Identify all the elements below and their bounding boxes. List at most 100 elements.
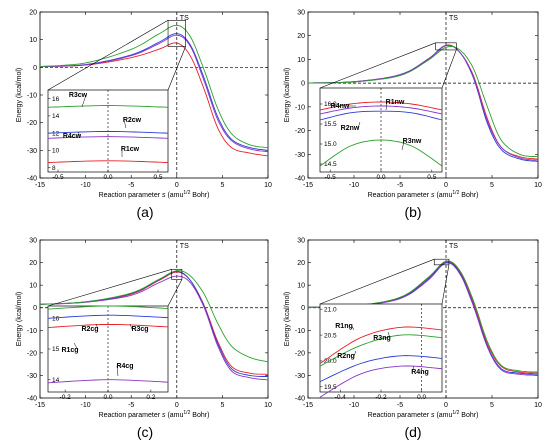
x-tick-label: -5 xyxy=(128,182,134,189)
y-tick-label: 20 xyxy=(297,260,305,267)
inset-frame xyxy=(319,303,443,393)
inset-y-tick-label: 15.0 xyxy=(324,141,337,148)
inset-series-line-R4cg xyxy=(47,379,169,384)
x-tick-label: -5 xyxy=(397,182,403,189)
panel-d: -15 -10 -5 0 5 10 -40 -30 -20 -10 0 10 20 30 TS Reactio… xyxy=(284,238,542,441)
inset-series-line-R2cg xyxy=(47,314,169,319)
series-line-R4cg xyxy=(39,275,269,381)
y-tick-label: 20 xyxy=(29,260,37,267)
inset-series-line-R2ng xyxy=(319,355,443,383)
panel-label: (d) xyxy=(404,424,421,440)
inset-series-line-R1ng xyxy=(319,326,443,364)
x-axis-label: Reaction parameter s (amu1/2 Bohr) xyxy=(368,410,479,419)
y-axis-label: Energy (kcal/mol) xyxy=(284,292,291,346)
x-axis-label: Reaction parameter s (amu1/2 Bohr) xyxy=(368,190,479,199)
series-line-R4cw xyxy=(39,34,269,153)
zoom-box xyxy=(167,19,186,47)
x-tick-label: 5 xyxy=(490,402,494,409)
inset-y-tick-label: 20.5 xyxy=(324,332,337,339)
x-tick-label: 5 xyxy=(220,402,224,409)
inset-y-tick-label: 14.5 xyxy=(324,161,337,168)
inset-y-tick-label: 16 xyxy=(52,96,60,103)
ts-label: TS xyxy=(449,243,458,250)
inset-x-tick-label: -0.5 xyxy=(52,174,64,181)
series-line-R3cg xyxy=(39,270,269,363)
x-tick-label: -10 xyxy=(81,182,91,189)
series-label-arrow xyxy=(385,101,388,111)
inset-y-tick-label: 10 xyxy=(52,148,60,155)
inset-y-tick-label: 15 xyxy=(52,346,60,353)
series-label-R3ng: R3ng xyxy=(373,335,391,342)
inset-y-tick-label: 19.5 xyxy=(324,384,337,391)
y-tick-label: -10 xyxy=(27,328,37,335)
inset-series-line-R3cw xyxy=(47,105,169,108)
x-tick-label: -5 xyxy=(397,402,403,409)
y-tick-label: 30 xyxy=(297,238,305,245)
y-tick-label: -10 xyxy=(27,93,37,100)
inset-series-line-R4ng xyxy=(319,365,443,398)
y-tick-label: 10 xyxy=(297,283,305,290)
x-tick-label: -5 xyxy=(128,402,134,409)
inset-x-tick-label: 0.5 xyxy=(427,174,436,181)
series-line-R1cw xyxy=(39,42,269,157)
y-tick-label: 0 xyxy=(33,305,37,312)
series-line-R4ng xyxy=(307,262,538,376)
series-label-R2cg: R2cg xyxy=(81,326,98,333)
inset-x-tick-label: 0.0 xyxy=(103,394,112,401)
series-label-arrow xyxy=(357,121,361,129)
series-label-R1nw: R1nw xyxy=(386,99,405,106)
x-tick-label: -15 xyxy=(35,182,45,189)
y-tick-label: 30 xyxy=(29,238,37,245)
y-axis-label: Energy (kcal/mol) xyxy=(284,68,291,122)
y-tick-label: 10 xyxy=(297,57,305,64)
inset-frame xyxy=(47,305,169,393)
plot-frame xyxy=(307,11,539,179)
inset-x-tick-label: -0.2 xyxy=(60,394,72,401)
inset-x-tick-label: 0.0 xyxy=(376,174,385,181)
series-label-arrow xyxy=(401,140,405,151)
x-tick-label: 5 xyxy=(220,182,224,189)
y-tick-label: 20 xyxy=(297,33,305,40)
inset-y-tick-label: 20.0 xyxy=(324,358,337,365)
x-axis-label: Reaction parameter s (amu1/2 Bohr) xyxy=(99,410,210,419)
x-tick-label: 5 xyxy=(490,182,494,189)
ts-label: TS xyxy=(180,243,189,250)
zoom-connector xyxy=(47,269,172,307)
zoom-connector xyxy=(319,258,435,305)
inset-x-tick-label: 0.5 xyxy=(153,174,162,181)
series-line-R3nw xyxy=(308,45,539,158)
zoom-connector xyxy=(167,279,183,307)
inset: -0.5 0.0 0.5 8 10 12 14 16 R3cw R2cw R4cw R1cw xyxy=(47,89,169,181)
inset-x-tick-label: -0.4 xyxy=(335,394,347,401)
panel-label: (a) xyxy=(136,204,153,220)
y-tick-label: -40 xyxy=(295,176,305,183)
inset-series-line-R1cg xyxy=(47,323,169,328)
inset-series-line-R4nw xyxy=(319,105,443,115)
series-label-arrow xyxy=(411,365,415,373)
series-label-R4cw: R4cw xyxy=(63,133,82,140)
inset-y-tick-label: 21.0 xyxy=(324,306,337,313)
y-tick-label: -40 xyxy=(27,396,37,403)
y-tick-label: -20 xyxy=(295,128,305,135)
y-axis-label: Energy (kcal/mol) xyxy=(16,292,23,346)
zoom-box xyxy=(435,42,457,51)
series-line-R3cw xyxy=(39,24,269,149)
inset-x-tick-label: 0.0 xyxy=(103,174,112,181)
inset: -0.2 0.0 0.2 14 15 16 R2cg R3cg R1cg R4cg xyxy=(47,305,169,401)
series-label-R2ng: R2ng xyxy=(337,353,355,360)
ts-label: TS xyxy=(449,15,458,22)
panel-label: (c) xyxy=(137,424,153,440)
zoom-connector xyxy=(47,20,169,91)
series-line-R4nw xyxy=(308,44,539,161)
inset-y-tick-label: 8 xyxy=(52,165,56,172)
series-label-arrow xyxy=(73,342,79,351)
y-tick-label: -30 xyxy=(27,373,37,380)
inset-x-tick-label: 0.2 xyxy=(146,394,155,401)
series-label-arrow xyxy=(351,325,355,331)
series-label-R3nw: R3nw xyxy=(403,138,422,145)
inset-series-line-R3nw xyxy=(319,139,443,167)
y-tick-label: 0 xyxy=(301,305,305,312)
series-label-R3cw: R3cw xyxy=(69,92,88,99)
inset-series-line-R3cg xyxy=(47,305,169,310)
y-tick-label: 10 xyxy=(29,283,37,290)
